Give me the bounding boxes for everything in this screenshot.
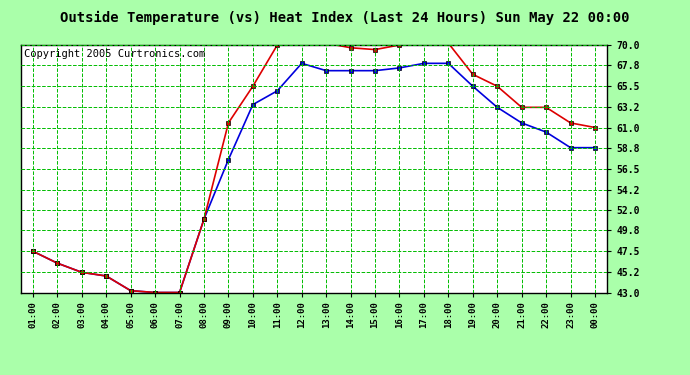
Text: Copyright 2005 Curtronics.com: Copyright 2005 Curtronics.com xyxy=(23,49,205,59)
Text: Outside Temperature (vs) Heat Index (Last 24 Hours) Sun May 22 00:00: Outside Temperature (vs) Heat Index (Las… xyxy=(60,11,630,26)
